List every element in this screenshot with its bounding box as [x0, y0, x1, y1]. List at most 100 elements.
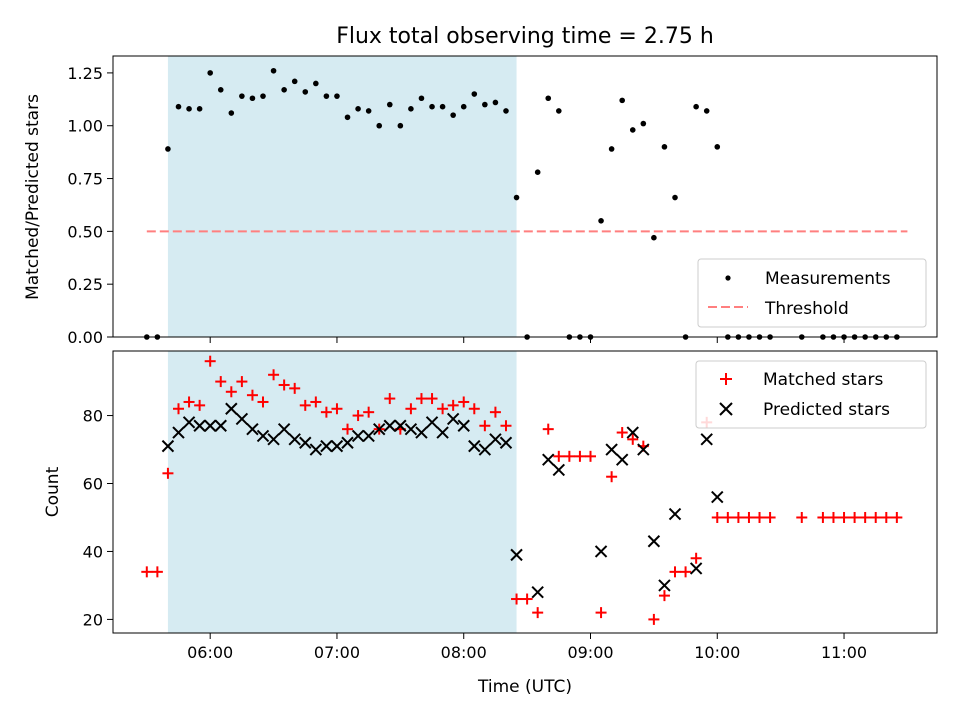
matched-stars-points	[141, 355, 903, 625]
predicted-star-point	[436, 426, 449, 439]
measurement-point	[629, 127, 636, 133]
predicted-star-point	[373, 422, 386, 436]
matched-star-point	[278, 379, 290, 391]
x-tick-label: 10:00	[694, 643, 740, 662]
measurement-point	[355, 106, 361, 112]
legend-label-predicted-stars: Predicted stars	[763, 400, 890, 420]
y-tick-label: 1.25	[67, 64, 103, 83]
predicted-star-point	[542, 453, 555, 466]
matched-star-point	[817, 511, 829, 523]
predicted-star-point	[394, 419, 407, 432]
measurement-point	[556, 108, 562, 114]
measurement-point	[598, 217, 604, 224]
predicted-star-stroke	[394, 419, 407, 432]
measurement-point	[418, 95, 425, 102]
predicted-star-point	[309, 443, 323, 456]
predicted-star-stroke	[637, 443, 650, 456]
top-legend-box	[697, 258, 927, 328]
measurement-point	[460, 103, 467, 110]
top-y-axis-label: Matched/Predicted stars	[23, 94, 43, 300]
matched-star-point	[680, 566, 692, 578]
predicted-star-stroke	[277, 422, 291, 436]
measurement-point	[482, 101, 488, 108]
matched-star-point	[289, 382, 301, 394]
measurement-point	[239, 93, 245, 99]
predicted-star-point	[299, 436, 312, 449]
predicted-star-point	[425, 416, 439, 429]
predicted-star-stroke	[615, 453, 629, 466]
predicted-star-stroke	[626, 426, 639, 439]
predicted-star-stroke	[425, 416, 439, 429]
matched-star-point	[310, 396, 322, 408]
predicted-star-point	[594, 545, 608, 558]
matched-star-point	[246, 389, 258, 401]
predicted-star-stroke	[552, 463, 566, 477]
bottom-x-axis-ticks: 06:00 07:00 08:00 09:00 10:00 11:00	[187, 633, 867, 662]
matched-star-point	[891, 511, 903, 523]
predicted-star-point	[404, 422, 418, 436]
measurement-point	[196, 106, 203, 112]
predicted-star-stroke	[351, 429, 365, 443]
predicted-star-stroke	[373, 422, 386, 436]
measurement-point	[207, 70, 213, 76]
y-tick-label: 80	[83, 407, 103, 426]
predicted-star-stroke	[203, 419, 217, 432]
matched-star-point	[574, 450, 586, 462]
predicted-star-point	[552, 463, 566, 477]
predicted-star-point	[489, 433, 502, 446]
predicted-star-stroke	[246, 422, 259, 436]
predicted-star-point	[468, 439, 481, 453]
y-tick-label: 0.00	[67, 328, 103, 347]
predicted-star-point	[362, 429, 375, 443]
predicted-stars-points	[161, 402, 724, 599]
predicted-star-stroke	[542, 453, 555, 466]
top-x-axis-ticks	[209, 337, 845, 343]
predicted-star-stroke	[436, 426, 449, 439]
matched-star-point	[849, 511, 861, 523]
predicted-star-stroke	[288, 433, 301, 446]
predicted-star-point	[341, 436, 354, 449]
predicted-star-stroke	[415, 426, 428, 439]
matched-star-point	[331, 403, 343, 415]
predicted-star-point	[161, 439, 175, 453]
matched-star-point	[183, 396, 195, 408]
predicted-star-point	[330, 439, 344, 453]
predicted-star-point	[689, 562, 703, 575]
matched-star-point	[162, 467, 174, 479]
matched-star-point	[500, 420, 512, 432]
shaded-region	[167, 56, 517, 337]
measurement-point	[429, 103, 435, 110]
predicted-star-point	[668, 507, 682, 521]
predicted-star-stroke	[531, 586, 544, 599]
predicted-star-point	[626, 426, 639, 439]
predicted-star-point	[637, 443, 650, 456]
predicted-star-point	[605, 443, 618, 456]
measurement-point	[408, 106, 414, 112]
matched-star-point	[532, 607, 544, 619]
predicted-star-stroke	[457, 419, 470, 432]
predicted-star-point	[351, 429, 365, 443]
measurement-point	[217, 87, 224, 93]
matched-star-point	[521, 593, 533, 605]
matched-star-point	[553, 450, 565, 462]
predicted-star-point	[446, 412, 460, 426]
matched-star-point	[437, 403, 449, 415]
x-tick-label: 08:00	[441, 643, 487, 662]
measurement-point	[640, 120, 647, 127]
measurement-point	[439, 103, 446, 110]
matched-star-point	[722, 511, 734, 523]
measurement-point	[703, 108, 710, 114]
measurement-point	[714, 144, 721, 150]
predicted-star-point	[615, 453, 629, 466]
predicted-star-stroke	[668, 507, 682, 521]
matched-star-point	[827, 511, 839, 523]
predicted-star-stroke	[478, 443, 492, 456]
predicted-star-point	[246, 422, 259, 436]
matched-star-point	[468, 403, 480, 415]
measurement-point	[513, 194, 520, 201]
bottom-y-axis-ticks: 20 40 60 80	[83, 407, 113, 629]
matched-star-point	[384, 393, 396, 405]
matched-star-point	[194, 399, 206, 411]
legend-label-threshold: Threshold	[764, 299, 849, 319]
